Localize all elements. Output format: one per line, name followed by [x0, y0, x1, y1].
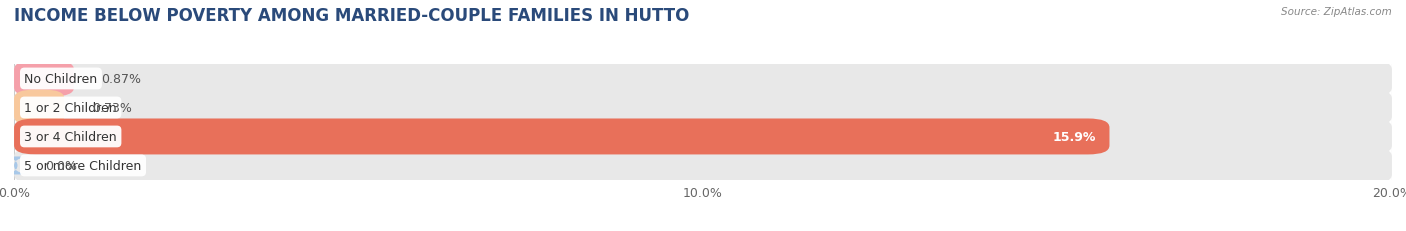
Text: 0.0%: 0.0%: [45, 159, 77, 172]
FancyBboxPatch shape: [14, 148, 1392, 184]
FancyBboxPatch shape: [14, 90, 1392, 126]
FancyBboxPatch shape: [14, 119, 1109, 155]
Text: INCOME BELOW POVERTY AMONG MARRIED-COUPLE FAMILIES IN HUTTO: INCOME BELOW POVERTY AMONG MARRIED-COUPL…: [14, 7, 689, 25]
Text: 3 or 4 Children: 3 or 4 Children: [24, 130, 117, 143]
Text: No Children: No Children: [24, 73, 97, 86]
Text: 0.73%: 0.73%: [91, 101, 132, 115]
Text: 5 or more Children: 5 or more Children: [24, 159, 142, 172]
FancyBboxPatch shape: [14, 119, 1392, 155]
Text: 1 or 2 Children: 1 or 2 Children: [24, 101, 117, 115]
Text: 0.87%: 0.87%: [101, 73, 142, 86]
FancyBboxPatch shape: [14, 61, 1392, 97]
Text: Source: ZipAtlas.com: Source: ZipAtlas.com: [1281, 7, 1392, 17]
FancyBboxPatch shape: [14, 90, 65, 126]
Text: 15.9%: 15.9%: [1052, 130, 1095, 143]
FancyBboxPatch shape: [0, 157, 35, 175]
FancyBboxPatch shape: [14, 61, 75, 97]
